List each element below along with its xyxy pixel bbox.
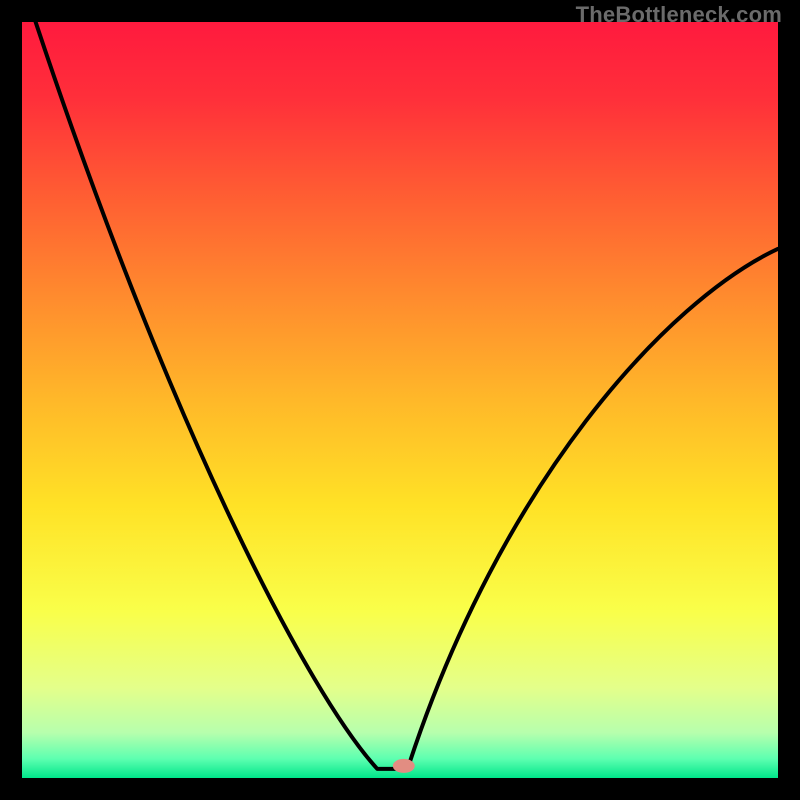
gradient-background (22, 22, 778, 778)
chart-svg (0, 0, 800, 800)
minimum-marker (393, 759, 415, 773)
watermark-text: TheBottleneck.com (576, 2, 782, 28)
chart-stage: TheBottleneck.com (0, 0, 800, 800)
